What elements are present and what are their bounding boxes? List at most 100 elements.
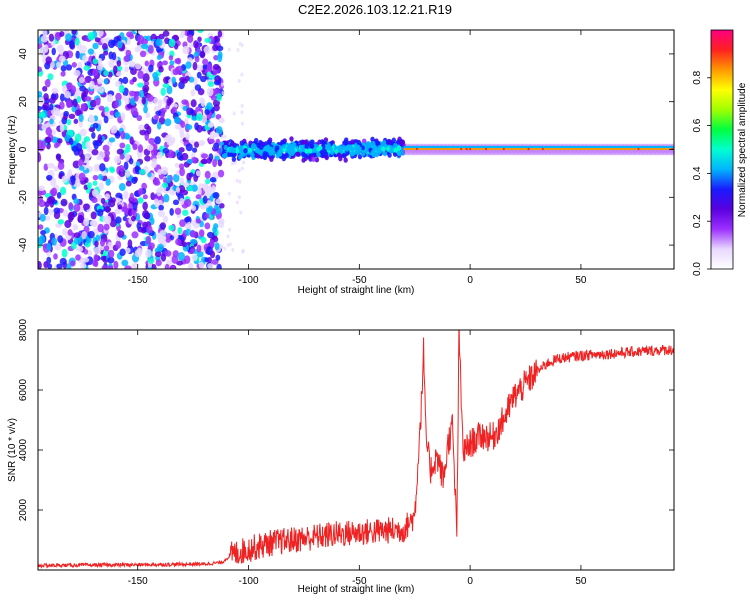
heatmap-cell bbox=[43, 261, 49, 269]
heatmap-cell bbox=[240, 72, 244, 77]
heatmap-cell bbox=[326, 142, 331, 148]
heatmap-cell bbox=[396, 150, 402, 156]
heatmap-cell bbox=[169, 60, 175, 66]
heatmap-cell bbox=[577, 148, 580, 151]
heatmap-cell bbox=[87, 230, 95, 239]
heatmap-cell bbox=[136, 114, 143, 122]
heatmap-cell bbox=[147, 172, 152, 178]
heatmap-cell bbox=[121, 259, 129, 267]
heatmap-cell bbox=[194, 55, 200, 63]
heatmap-cell bbox=[192, 147, 198, 153]
heatmap-cell bbox=[163, 194, 170, 203]
heatmap-cell bbox=[545, 148, 548, 151]
colorbar: 0.0 0.2 0.4 0.6 0.8 Normalized spectral ampl… bbox=[692, 29, 748, 276]
heatmap-cell bbox=[239, 210, 243, 215]
heatmap-cell bbox=[103, 245, 110, 252]
heatmap-cell bbox=[545, 145, 548, 150]
heatmap-cell bbox=[277, 151, 283, 157]
heatmap-cell bbox=[243, 148, 248, 154]
heatmap-cell bbox=[550, 145, 554, 150]
heatmap-cell bbox=[206, 63, 213, 72]
heatmap-cell bbox=[126, 31, 134, 38]
heatmap-cell bbox=[117, 40, 123, 49]
heatmap-cell bbox=[549, 145, 552, 150]
heatmap-cell bbox=[151, 263, 157, 269]
heatmap-cell bbox=[465, 148, 469, 151]
heatmap-cell bbox=[432, 148, 435, 151]
heatmap-cell bbox=[217, 159, 223, 167]
heatmap-cell bbox=[508, 145, 511, 150]
heatmap-cell bbox=[166, 174, 172, 184]
heatmap-cell bbox=[623, 148, 626, 151]
heatmap-cell bbox=[67, 212, 75, 221]
heatmap-cell bbox=[205, 178, 211, 185]
heatmap-cell bbox=[206, 87, 214, 97]
spectrogram-y-tick-label: -40 bbox=[18, 237, 29, 252]
heatmap-cell bbox=[408, 148, 412, 151]
heatmap-cell bbox=[232, 111, 236, 116]
spectrogram-y-tick-label: 40 bbox=[18, 48, 29, 60]
heatmap-cell bbox=[114, 131, 121, 139]
heatmap-cell bbox=[113, 65, 118, 74]
heatmap-cell bbox=[102, 144, 110, 152]
heatmap-cell bbox=[164, 250, 172, 257]
heatmap-cell bbox=[356, 139, 362, 145]
heatmap-cell bbox=[495, 145, 499, 150]
heatmap-cell bbox=[158, 66, 164, 73]
heatmap-cell bbox=[179, 131, 185, 138]
spectrogram-y-tick-label: 0 bbox=[18, 146, 29, 152]
heatmap-cell bbox=[129, 136, 134, 145]
heatmap-cell bbox=[209, 131, 215, 140]
heatmap-cell bbox=[295, 151, 300, 157]
heatmap-cell bbox=[408, 145, 412, 150]
heatmap-cell bbox=[73, 203, 81, 212]
heatmap-cell bbox=[156, 122, 162, 130]
heatmap-cell bbox=[83, 217, 90, 226]
heatmap-cell bbox=[156, 54, 162, 60]
heatmap-cell bbox=[203, 45, 211, 55]
heatmap-cell bbox=[185, 133, 190, 141]
heatmap-cell bbox=[242, 160, 246, 165]
heatmap-cell bbox=[579, 145, 582, 150]
heatmap-cell bbox=[238, 41, 242, 46]
heatmap-cell bbox=[671, 148, 674, 151]
heatmap-cell bbox=[605, 145, 609, 150]
heatmap-cell bbox=[580, 148, 584, 151]
heatmap-cell bbox=[366, 141, 371, 147]
heatmap-cell bbox=[47, 73, 54, 81]
heatmap-cell bbox=[207, 81, 215, 87]
heatmap-cell bbox=[628, 145, 632, 150]
heatmap-cell bbox=[213, 223, 219, 230]
heatmap-cell bbox=[527, 148, 531, 151]
heatmap-cell bbox=[176, 260, 184, 266]
heatmap-cell bbox=[227, 47, 231, 52]
heatmap-cell bbox=[188, 42, 194, 49]
heatmap-cell bbox=[164, 118, 172, 127]
heatmap-cell bbox=[60, 198, 68, 207]
heatmap-cell bbox=[162, 82, 170, 89]
heatmap-cell bbox=[635, 148, 639, 151]
heatmap-cell bbox=[130, 68, 137, 76]
heatmap-cell bbox=[593, 148, 596, 151]
heatmap-cell bbox=[603, 145, 607, 150]
heatmap-cell bbox=[520, 145, 524, 150]
heatmap-cell bbox=[103, 70, 109, 77]
heatmap-cell bbox=[212, 88, 221, 95]
heatmap-cell bbox=[138, 124, 145, 131]
heatmap-cell bbox=[541, 148, 545, 151]
spectrogram-y-ticks: -40 -20 0 20 40 bbox=[18, 48, 674, 252]
heatmap-cell bbox=[524, 148, 527, 151]
heatmap-cell bbox=[289, 136, 294, 142]
heatmap-cell bbox=[72, 98, 78, 108]
heatmap-cell bbox=[204, 222, 211, 230]
heatmap-cell bbox=[414, 148, 417, 151]
heatmap-cell bbox=[423, 145, 426, 150]
heatmap-cell bbox=[510, 145, 513, 150]
heatmap-cell bbox=[462, 145, 465, 150]
heatmap-cell bbox=[127, 239, 133, 249]
heatmap-cell bbox=[660, 148, 664, 151]
heatmap-cell bbox=[540, 148, 543, 151]
heatmap-cell bbox=[502, 148, 506, 151]
heatmap-cell bbox=[403, 148, 407, 151]
heatmap-cell bbox=[184, 216, 191, 223]
